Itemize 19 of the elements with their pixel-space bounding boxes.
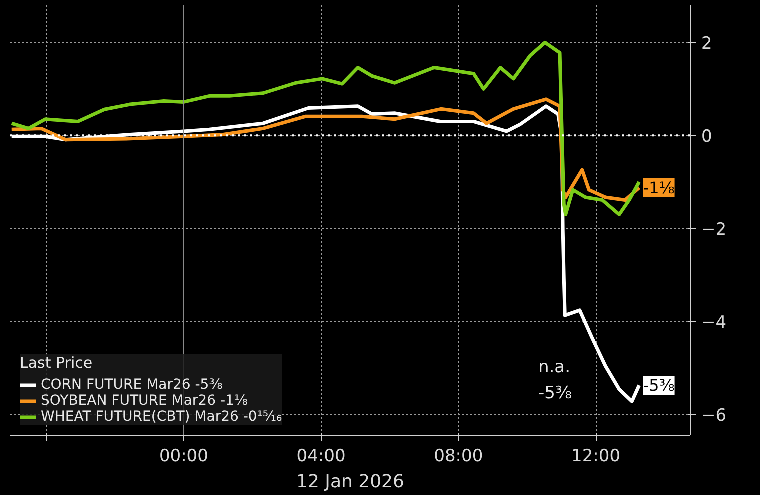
y-tick-label: −4 — [702, 313, 727, 334]
legend-label: WHEAT FUTURE(CBT) Mar26 -0¹⁵⁄₁₆ — [41, 409, 282, 425]
annotation: -5⅜ — [538, 384, 572, 404]
legend-title: Last Price — [20, 354, 94, 372]
x-tick-label: 00:00 — [159, 446, 208, 466]
line-series — [10, 40, 642, 216]
y-tick-label: −2 — [702, 220, 727, 240]
legend-label: CORN FUTURE Mar26 -5⅜ — [41, 377, 223, 393]
x-tick-label: 12:00 — [572, 446, 621, 466]
annotation: -1⅛ — [643, 178, 675, 198]
y-tick-label: −6 — [702, 406, 727, 426]
annotation: -5⅜ — [643, 376, 675, 396]
legend-label: SOYBEAN FUTURE Mar26 -1⅛ — [41, 393, 248, 409]
y-tick-label: 2 — [702, 34, 712, 54]
x-tick-label: 08:00 — [434, 446, 484, 466]
y-tick-label: 0 — [702, 127, 712, 148]
x-axis-title: 12 Jan 2026 — [296, 472, 404, 492]
annotation: n.a. — [538, 358, 570, 378]
x-tick-label: 04:00 — [296, 446, 346, 466]
